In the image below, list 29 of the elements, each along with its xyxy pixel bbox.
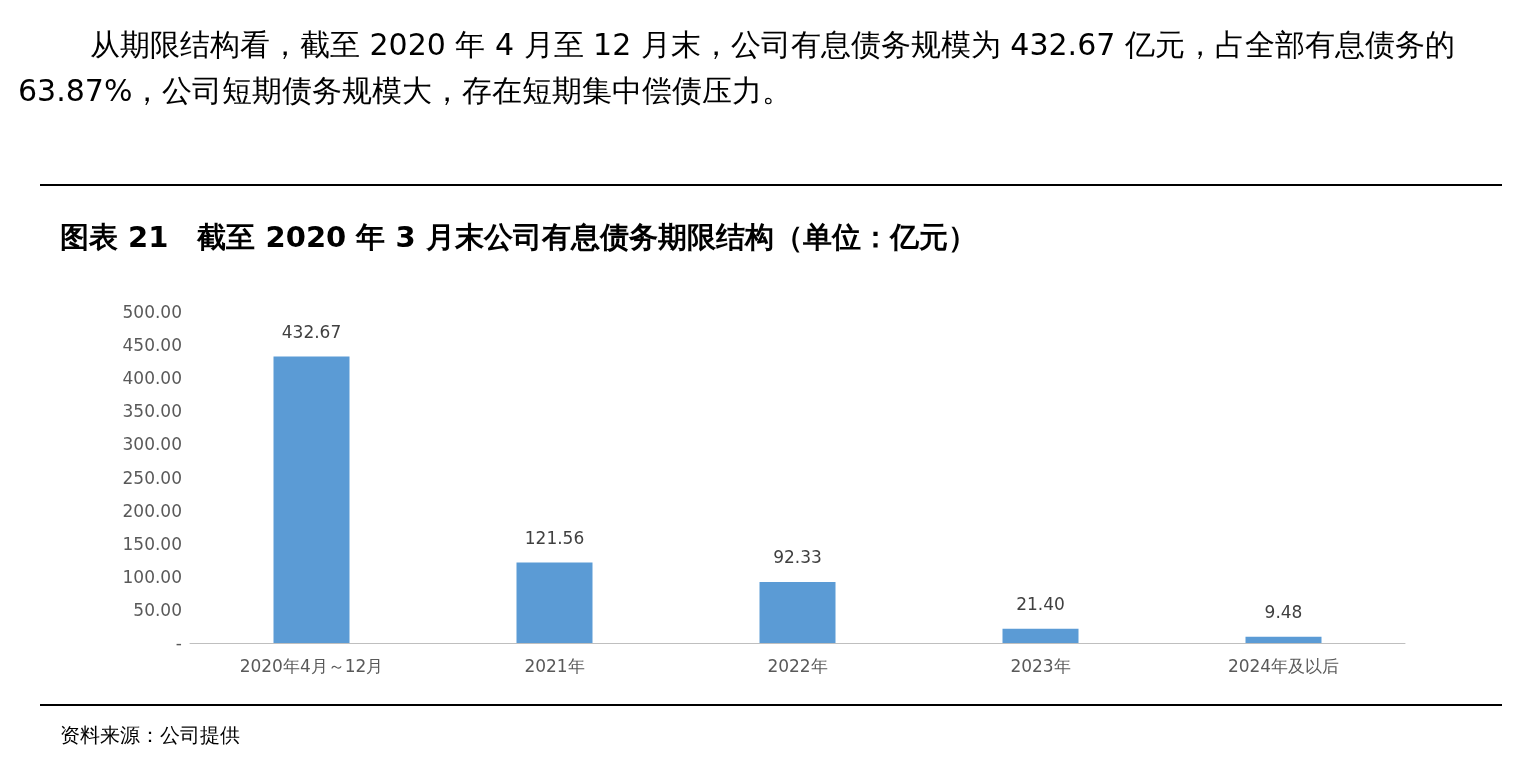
data-label: 92.33	[773, 547, 822, 568]
data-label: 121.56	[524, 528, 585, 549]
y-tick-label: -	[175, 633, 182, 653]
data-label: 432.67	[281, 322, 342, 343]
x-tick-label: 2020年4月～12月	[239, 655, 384, 676]
y-tick-label: 150.00	[122, 533, 182, 554]
x-tick-label: 2024年及以后	[1227, 655, 1340, 676]
x-tick-label: 2023年	[1010, 655, 1071, 676]
chart-title: 图表 21 截至 2020 年 3 月末公司有息债务期限结构（单位：亿元）	[60, 219, 977, 256]
y-tick-label: 500.00	[122, 302, 182, 322]
bar	[759, 581, 836, 643]
y-tick-label: 100.00	[122, 566, 182, 587]
bar	[1002, 628, 1079, 643]
data-label: 9.48	[1264, 602, 1303, 623]
y-tick-label: 350.00	[122, 401, 182, 422]
text: 从期限结构看，截至 2020 年 4 月至 12 月末，公司有息债务规模为 432.67 亿元，占全部有息债务的 63.87%，公司短期债务规模大，存在短期集中偿债压力。	[18, 26, 1456, 110]
x-tick-label: 2022年	[767, 655, 828, 676]
y-tick-label: 250.00	[122, 467, 182, 488]
bar	[1245, 636, 1322, 643]
y-tick-label: 200.00	[122, 500, 182, 521]
data-label: 21.40	[1016, 594, 1065, 615]
y-tick-label: 300.00	[122, 434, 182, 455]
y-tick-label: 450.00	[122, 335, 182, 356]
text: 资料来源：公司提供	[60, 722, 240, 749]
y-tick-label: 50.00	[133, 599, 182, 620]
y-tick-label: 400.00	[122, 368, 182, 389]
x-tick-label: 2021年	[524, 655, 585, 676]
bar	[273, 356, 350, 643]
bar	[516, 562, 593, 643]
